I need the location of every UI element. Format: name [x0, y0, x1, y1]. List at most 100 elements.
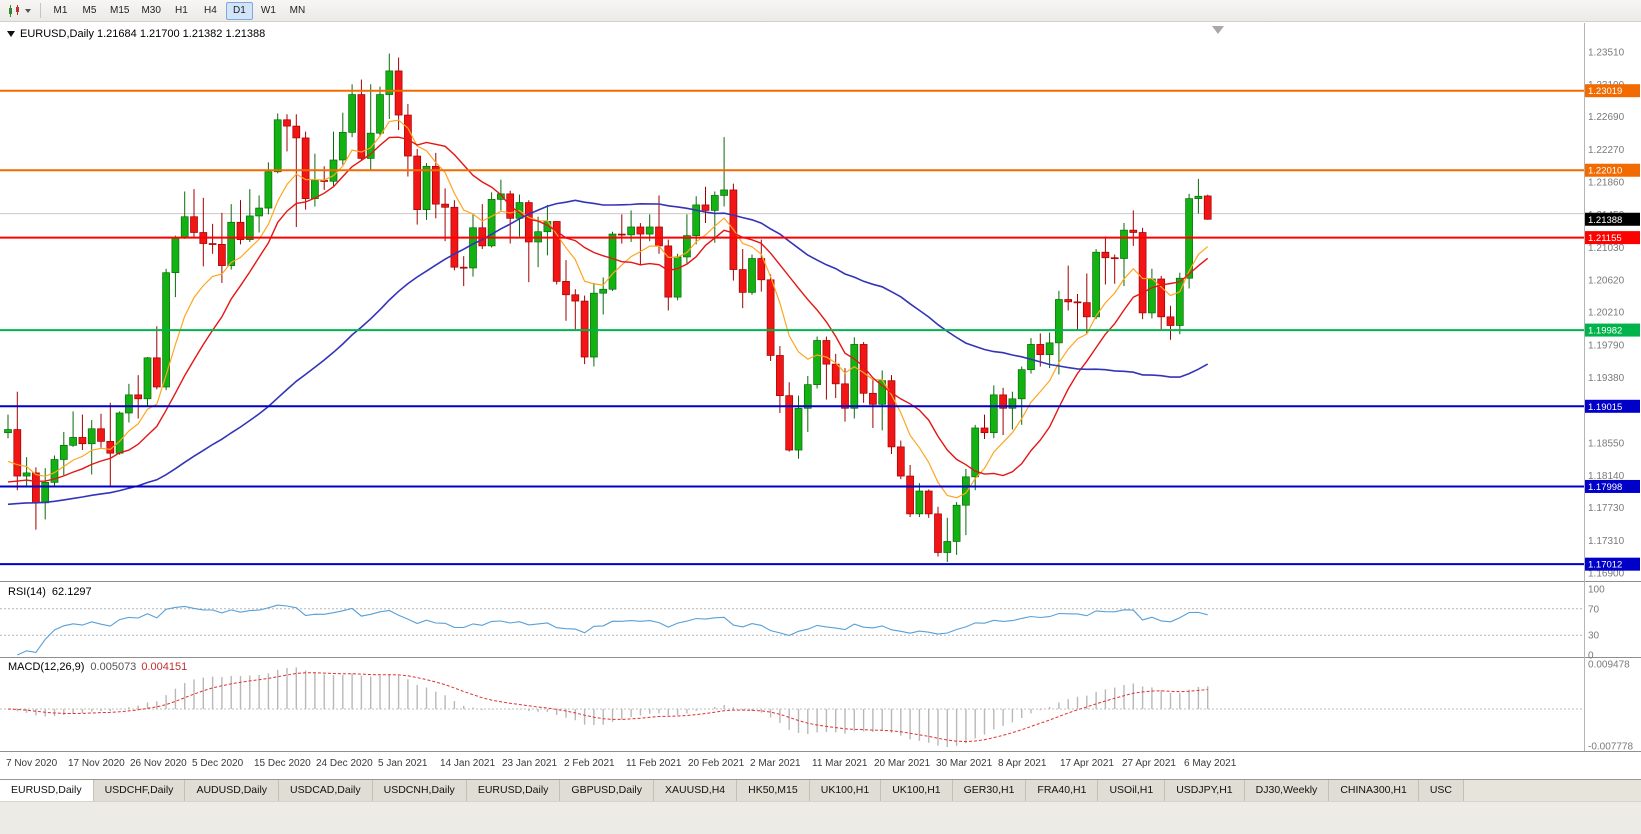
candle-body: [692, 204, 701, 237]
candle-body: [366, 132, 375, 159]
price-tag-label: 1.21388: [1588, 215, 1622, 226]
chart-tab-usdchf-daily[interactable]: USDCHF,Daily: [93, 780, 186, 801]
chart-tab-eurusd-daily[interactable]: EURUSD,Daily: [466, 780, 561, 801]
price-tag: [1585, 479, 1640, 493]
candle-body: [469, 227, 477, 269]
timeframe-m1[interactable]: M1: [53, 4, 68, 16]
chart-title-text: EURUSD,Daily 1.21684 1.21700 1.21382 1.2…: [20, 28, 266, 40]
candle-body: [869, 392, 877, 405]
candle-body: [69, 437, 77, 446]
chart-tab-usc[interactable]: USC: [1418, 780, 1465, 801]
chart-tab-ger30-h1[interactable]: GER30,H1: [952, 780, 1027, 801]
timeframe-m15[interactable]: M15: [110, 4, 130, 16]
candle-body: [134, 394, 143, 400]
candle-body: [218, 243, 226, 266]
candle-body: [385, 70, 394, 95]
candle-body: [896, 446, 905, 477]
chart-tab-usdcad-daily[interactable]: USDCAD,Daily: [279, 780, 373, 801]
candle-body: [636, 226, 645, 235]
chart-tab-hk50-m15[interactable]: HK50,M15: [737, 780, 810, 801]
timeframe-mn[interactable]: MN: [289, 4, 306, 16]
candle-body: [776, 355, 784, 397]
candle-body: [376, 94, 384, 134]
chart-title: EURUSD,Daily 1.21684 1.21700 1.21382 1.2…: [7, 28, 265, 40]
candle-body: [590, 292, 598, 358]
x-axis-label: 5 Jan 2021: [378, 758, 428, 769]
chart-menu-icon[interactable]: [7, 31, 15, 37]
rsi-value: 62.1297: [51, 586, 92, 598]
chart-tab-audusd-daily[interactable]: AUDUSD,Daily: [185, 780, 280, 801]
candle-body: [394, 70, 403, 116]
macd-panel: 0.009478 -0.007778: [0, 660, 1633, 753]
chart-tab-xauusd-h4[interactable]: XAUUSD,H4: [654, 780, 738, 801]
chart-tab-usdcnh-daily[interactable]: USDCNH,Daily: [372, 780, 467, 801]
x-axis-label: 11 Mar 2021: [812, 758, 868, 769]
candle-body: [859, 344, 868, 394]
candle-body: [97, 428, 105, 442]
chart-tab-fra40-h1[interactable]: FRA40,H1: [1026, 780, 1099, 801]
candle-body: [22, 472, 31, 477]
chart-tab-china300-h1[interactable]: CHINA300,H1: [1329, 780, 1419, 801]
y-axis-tick: 1.16900: [1588, 569, 1625, 580]
timeframe-m5[interactable]: M5: [82, 4, 97, 16]
chart-type-button[interactable]: [3, 1, 35, 21]
candle-body: [87, 428, 96, 445]
candle-body: [683, 235, 691, 258]
candle-body: [822, 340, 831, 365]
price-tag-label: 1.17998: [1588, 482, 1622, 493]
candle-body: [32, 472, 40, 504]
timeframe-m30[interactable]: M30: [141, 4, 161, 16]
timeframe-h4[interactable]: H4: [204, 4, 217, 16]
macd-main-value: 0.005073: [90, 661, 137, 673]
candle-body: [1073, 301, 1082, 304]
price-tag-label: 1.17012: [1588, 560, 1622, 571]
candle-body: [459, 266, 468, 269]
hlines-layer[interactable]: [0, 89, 1584, 566]
candle-body: [934, 513, 942, 553]
x-axis-label: 2 Mar 2021: [750, 758, 801, 769]
candle-body: [1148, 278, 1156, 314]
x-axis: 7 Nov 2020 17 Nov 2020 26 Nov 2020 5 Dec 20…: [6, 758, 1237, 769]
candle-body: [915, 490, 924, 515]
candle-body: [227, 221, 236, 266]
x-axis-label: 11 Feb 2021: [626, 758, 682, 769]
candle-body: [255, 207, 263, 217]
candle-body: [1036, 344, 1045, 356]
candle-body: [989, 394, 998, 434]
panel-separators: [0, 23, 1641, 752]
timeframe-w1[interactable]: W1: [260, 4, 276, 16]
candle-body: [1008, 398, 1017, 409]
chart-shift-marker[interactable]: [1212, 26, 1224, 34]
candle-body: [701, 204, 710, 211]
y-axis-tick: 1.21860: [1588, 178, 1625, 189]
candle-body: [906, 475, 914, 515]
price-tags: 1.23019 1.22010 1.21155 1.19982 1.19015 1.179…: [1585, 84, 1640, 571]
macd-signal-line: [7, 672, 1208, 743]
candle-body: [338, 132, 347, 161]
candle-body: [850, 344, 859, 409]
ma-fast-line: [7, 119, 1209, 499]
chart-tab-usoil-h1[interactable]: USOil,H1: [1098, 780, 1166, 801]
candle-body: [143, 357, 152, 400]
x-axis-label: 14 Jan 2021: [440, 758, 495, 769]
rsi-axis-tick: 70: [1588, 604, 1600, 615]
candle-body: [1092, 251, 1100, 318]
candle-body: [4, 429, 12, 434]
price-tag: [1585, 399, 1640, 413]
macd-name: MACD(12,26,9): [8, 661, 85, 673]
candle-body: [171, 237, 180, 274]
chart-tab-dj30-weekly[interactable]: DJ30,Weekly: [1244, 780, 1330, 801]
chart-tab-uk100-h1[interactable]: UK100,H1: [809, 780, 882, 801]
candle-body: [1120, 229, 1128, 259]
chart-tab-uk100-h1[interactable]: UK100,H1: [881, 780, 953, 801]
top-toolbar: M1 M5 M15 M30 H1 H4 D1 W1 MN: [0, 0, 1641, 22]
candle-body: [115, 412, 124, 454]
candle-body: [757, 258, 766, 281]
timeframe-h1[interactable]: H1: [175, 4, 188, 16]
chart-tab-usdjpy-h1[interactable]: USDJPY,H1: [1165, 780, 1245, 801]
y-axis-tick: 1.19790: [1588, 341, 1625, 352]
chart-tab-gbpusd-daily[interactable]: GBPUSD,Daily: [560, 780, 655, 801]
chart-tab-eurusd-daily[interactable]: EURUSD,Daily: [0, 780, 94, 801]
timeframe-d1[interactable]: D1: [225, 1, 253, 20]
